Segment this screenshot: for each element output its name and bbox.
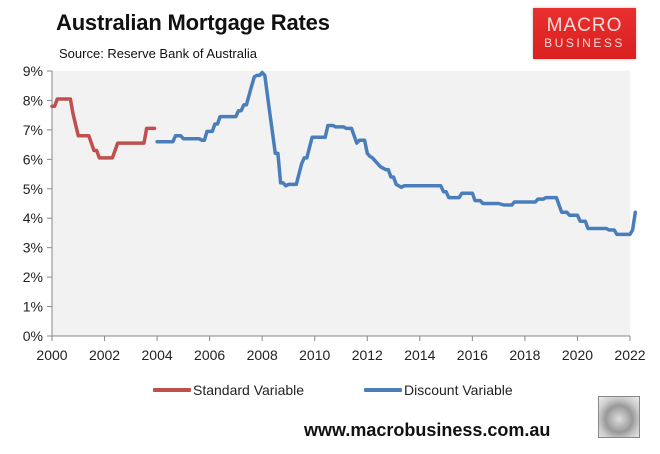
x-tick-label: 2000 bbox=[36, 347, 67, 363]
logo-line2: BUSINESS bbox=[544, 36, 625, 50]
macrobusiness-logo: MACRO BUSINESS bbox=[533, 8, 636, 59]
y-tick-label: 5% bbox=[23, 181, 43, 197]
plot-area bbox=[52, 71, 630, 336]
website-url: www.macrobusiness.com.au bbox=[304, 420, 551, 440]
y-tick-label: 9% bbox=[23, 63, 43, 79]
y-tick-label: 0% bbox=[23, 328, 43, 344]
x-tick-label: 2004 bbox=[142, 347, 173, 363]
x-tick-label: 2008 bbox=[247, 347, 278, 363]
y-tick-label: 4% bbox=[23, 210, 43, 226]
logo-line1: MACRO bbox=[546, 15, 623, 36]
series-discount-variable bbox=[155, 70, 638, 237]
series-lines bbox=[50, 70, 638, 237]
x-tick-label: 2002 bbox=[89, 347, 120, 363]
x-tick-label: 2020 bbox=[562, 347, 593, 363]
legend-swatch-red bbox=[153, 388, 191, 392]
legend-label: Standard Variable bbox=[193, 382, 305, 398]
y-tick-label: 6% bbox=[23, 151, 43, 167]
x-tick-label: 2014 bbox=[404, 347, 435, 363]
x-tick-label: 2006 bbox=[194, 347, 225, 363]
y-tick-label: 2% bbox=[23, 269, 43, 285]
x-tick-label: 2012 bbox=[352, 347, 383, 363]
legend-item-standard-variable: Standard Variable bbox=[153, 382, 304, 398]
chart-subtitle: Source: Reserve Bank of Australia bbox=[59, 46, 257, 61]
y-tick-label: 3% bbox=[23, 240, 43, 256]
x-axis: 2000 2002 2004 2006 2008 2010 2012 2014 2016 2018… bbox=[36, 335, 646, 363]
chart-title: Australian Mortgage Rates bbox=[56, 10, 330, 35]
x-tick-label: 2018 bbox=[509, 347, 540, 363]
y-tick-label: 1% bbox=[23, 299, 43, 315]
series-standard-variable bbox=[50, 97, 157, 160]
y-axis: 0% 1% 2% 3% 4% 5% 6% 7% 8% 9% bbox=[23, 63, 53, 344]
y-tick-label: 8% bbox=[23, 92, 43, 108]
x-tick-label: 2010 bbox=[299, 347, 330, 363]
legend-label: Discount Variable bbox=[404, 382, 513, 398]
x-tick-label: 2022 bbox=[614, 347, 645, 363]
y-tick-label: 7% bbox=[23, 122, 43, 138]
x-tick-label: 2016 bbox=[457, 347, 488, 363]
legend-swatch-blue bbox=[364, 388, 402, 392]
legend-item-discount-variable: Discount Variable bbox=[364, 382, 513, 398]
wolf-icon bbox=[598, 396, 640, 438]
